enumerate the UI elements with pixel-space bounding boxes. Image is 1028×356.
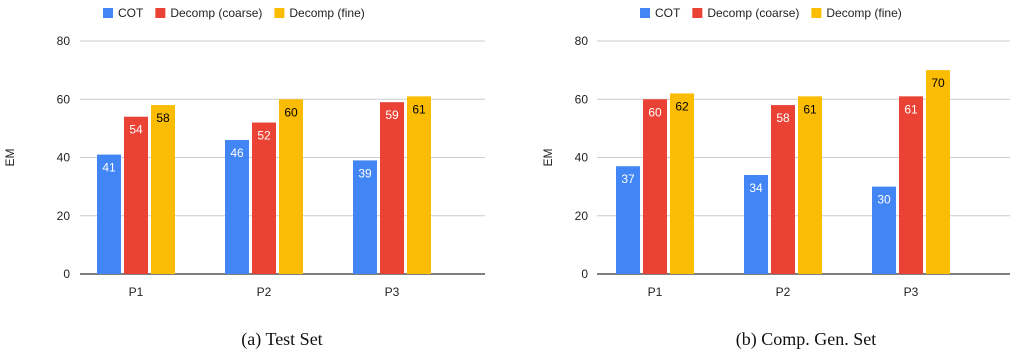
x-tick-label: P3 — [385, 285, 400, 299]
legend-entry: COT — [655, 6, 681, 20]
legend-entry: Decomp (coarse) — [170, 6, 262, 20]
bar-data-label: 61 — [803, 102, 817, 116]
bar — [225, 140, 249, 274]
y-tick-label: 60 — [575, 92, 589, 106]
bar — [670, 93, 694, 274]
chart-panel-test-set: 0 20 40 60 80 EM 41 54 58 46 52 60 39 59 61 P1 P2 P3 C… — [3, 6, 485, 350]
y-tick-label: 0 — [581, 267, 588, 281]
bar-data-label: 61 — [904, 102, 918, 116]
y-tick-label: 60 — [57, 92, 71, 106]
legend-swatch — [155, 8, 166, 18]
chart-caption: (b) Comp. Gen. Set — [736, 329, 876, 350]
legend-entry: Decomp (fine) — [289, 6, 364, 20]
bar-data-label: 58 — [156, 111, 170, 125]
bar — [279, 99, 303, 274]
bar — [124, 116, 148, 274]
x-axis: P1 P2 P3 — [129, 285, 400, 299]
legend-entry: Decomp (coarse) — [707, 6, 799, 20]
bar — [353, 160, 377, 274]
y-axis: 0 20 40 60 80 — [575, 34, 589, 281]
legend-entry: COT — [118, 6, 144, 20]
bar-data-label: 60 — [648, 105, 662, 119]
y-tick-label: 20 — [575, 209, 589, 223]
x-tick-label: P3 — [904, 285, 919, 299]
bar — [151, 105, 175, 274]
y-tick-label: 80 — [57, 34, 71, 48]
legend-swatch — [692, 8, 703, 18]
chart-caption: (a) Test Set — [241, 329, 322, 350]
bar-data-label: 52 — [257, 129, 271, 143]
bar — [926, 70, 950, 274]
bar — [407, 96, 431, 275]
bar — [643, 99, 667, 274]
bar-data-label: 41 — [102, 161, 116, 175]
bar-data-label: 39 — [358, 166, 372, 180]
bar — [798, 96, 822, 275]
bar-data-label: 62 — [675, 99, 689, 113]
chart-panel-comp-gen-set: 0 20 40 60 80 EM 37 60 62 34 58 61 30 61 70 P1 P2 P3 C… — [541, 6, 1010, 350]
x-axis: P1 P2 P3 — [648, 285, 919, 299]
bar — [252, 122, 276, 274]
bar — [744, 174, 768, 274]
bar-data-label: 54 — [129, 123, 143, 137]
legend-entry: Decomp (fine) — [826, 6, 901, 20]
y-tick-label: 0 — [63, 267, 70, 281]
y-axis-label: EM — [541, 148, 555, 166]
y-tick-label: 40 — [57, 151, 71, 165]
x-tick-label: P1 — [648, 285, 663, 299]
bar — [872, 186, 896, 274]
x-tick-label: P2 — [257, 285, 272, 299]
legend: COT Decomp (coarse) Decomp (fine) — [103, 6, 365, 20]
y-axis-label: EM — [3, 148, 17, 166]
bar-data-label: 60 — [284, 105, 298, 119]
bar-data-label: 70 — [931, 76, 945, 90]
bar — [616, 166, 640, 274]
x-tick-label: P1 — [129, 285, 144, 299]
bar-data-label: 58 — [776, 111, 790, 125]
y-tick-label: 20 — [57, 209, 71, 223]
legend-swatch — [274, 8, 285, 18]
bar — [899, 96, 923, 275]
bar-data-label: 46 — [230, 146, 244, 160]
legend-swatch — [811, 8, 822, 18]
bar — [771, 105, 795, 274]
y-tick-label: 40 — [575, 151, 589, 165]
bar-data-label: 30 — [877, 193, 891, 207]
bar — [97, 154, 121, 274]
y-tick-label: 80 — [575, 34, 589, 48]
legend-swatch — [640, 8, 650, 18]
bars: 37 60 62 34 58 61 30 61 70 — [616, 70, 950, 275]
bar-data-label: 34 — [749, 181, 763, 195]
x-tick-label: P2 — [776, 285, 791, 299]
y-axis: 0 20 40 60 80 — [57, 34, 71, 281]
legend-swatch — [103, 8, 113, 18]
bar-data-label: 61 — [412, 102, 426, 116]
bar — [380, 102, 404, 274]
bar-data-label: 37 — [621, 172, 635, 186]
legend: COT Decomp (coarse) Decomp (fine) — [640, 6, 902, 20]
bar-data-label: 59 — [385, 108, 399, 122]
bars: 41 54 58 46 52 60 39 59 61 — [97, 96, 431, 275]
